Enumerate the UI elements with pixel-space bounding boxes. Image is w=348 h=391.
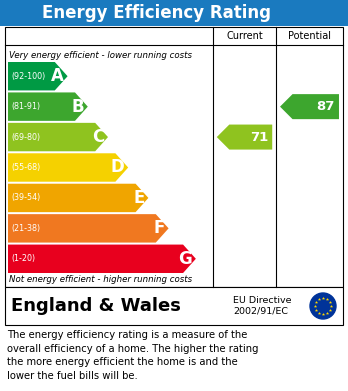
- Text: 71: 71: [250, 131, 268, 143]
- Text: G: G: [178, 250, 192, 268]
- Bar: [5, 287, 343, 325]
- Text: (39-54): (39-54): [11, 194, 40, 203]
- Text: (81-91): (81-91): [11, 102, 40, 111]
- Text: EU Directive
2002/91/EC: EU Directive 2002/91/EC: [233, 296, 292, 316]
- Text: E: E: [133, 189, 144, 207]
- Text: C: C: [92, 128, 104, 146]
- Text: The energy efficiency rating is a measure of the
overall efficiency of a home. T: The energy efficiency rating is a measur…: [7, 330, 259, 381]
- Polygon shape: [280, 94, 339, 119]
- Bar: [0, 0, 348, 26]
- Text: Potential: Potential: [288, 31, 331, 41]
- Text: B: B: [71, 98, 84, 116]
- Text: (21-38): (21-38): [11, 224, 40, 233]
- Polygon shape: [8, 62, 68, 90]
- Text: Not energy efficient - higher running costs: Not energy efficient - higher running co…: [9, 276, 192, 285]
- Text: Very energy efficient - lower running costs: Very energy efficient - lower running co…: [9, 50, 192, 59]
- Text: (1-20): (1-20): [11, 254, 35, 263]
- Text: (55-68): (55-68): [11, 163, 40, 172]
- Polygon shape: [8, 184, 148, 212]
- Polygon shape: [217, 125, 272, 150]
- Text: D: D: [110, 158, 124, 176]
- Text: F: F: [153, 219, 165, 237]
- Text: Energy Efficiency Rating: Energy Efficiency Rating: [42, 4, 271, 22]
- Circle shape: [310, 293, 336, 319]
- Polygon shape: [8, 123, 108, 151]
- Polygon shape: [8, 245, 196, 273]
- Text: 87: 87: [317, 100, 335, 113]
- Text: (92-100): (92-100): [11, 72, 45, 81]
- Text: (69-80): (69-80): [11, 133, 40, 142]
- Bar: [5, 27, 343, 287]
- Text: A: A: [51, 67, 64, 85]
- Text: Current: Current: [226, 31, 263, 41]
- Polygon shape: [8, 214, 168, 242]
- Polygon shape: [8, 153, 128, 182]
- Polygon shape: [8, 92, 88, 121]
- Text: England & Wales: England & Wales: [11, 297, 181, 315]
